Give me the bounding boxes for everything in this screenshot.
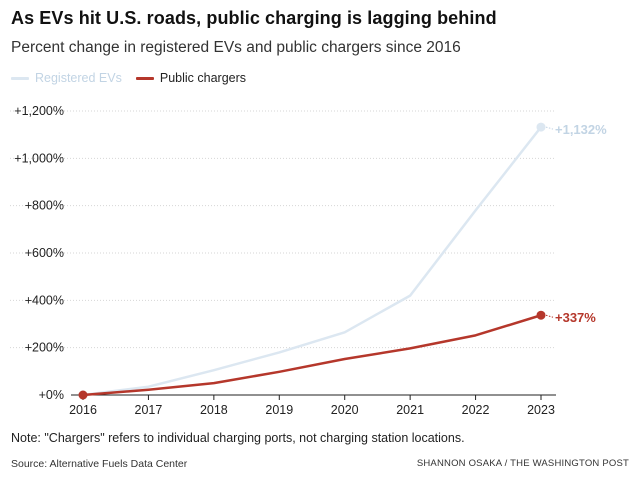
x-tick-label: 2017 xyxy=(135,403,163,417)
chart-title: As EVs hit U.S. roads, public charging i… xyxy=(11,8,497,28)
legend-item-registered-evs: Registered EVs xyxy=(11,71,122,85)
x-tick-label: 2021 xyxy=(396,403,424,417)
y-tick-label: +0% xyxy=(39,388,64,402)
series-end-point-registered-evs xyxy=(536,122,546,132)
line-chart: +0% +200% +400% +600% +800% +1,000% +1,200% 201… xyxy=(10,104,607,417)
x-tick-label: 2022 xyxy=(462,403,490,417)
legend-label-registered-evs: Registered EVs xyxy=(35,71,122,85)
x-tick-label: 2023 xyxy=(527,403,555,417)
legend-label-public-chargers: Public chargers xyxy=(159,71,247,85)
y-tick-label: +1,000% xyxy=(14,151,64,165)
end-label-leader-public-chargers xyxy=(545,314,554,318)
chart-note: Note: "Chargers" refers to individual ch… xyxy=(11,431,465,445)
end-label-public-chargers: +337% xyxy=(555,310,596,325)
legend-item-public-chargers: Public chargers xyxy=(135,71,247,85)
series-start-point-public-chargers xyxy=(78,390,88,400)
x-tick-label: 2018 xyxy=(200,403,228,417)
x-tick-label: 2019 xyxy=(265,403,293,417)
y-tick-label: +600% xyxy=(25,246,64,260)
chart-source: Source: Alternative Fuels Data Center xyxy=(11,458,188,470)
chart-subtitle: Percent change in registered EVs and pub… xyxy=(11,39,461,56)
end-label-registered-evs: +1,132% xyxy=(555,122,607,137)
legend-swatch-registered-evs xyxy=(11,76,29,80)
series-line-public-chargers xyxy=(81,313,543,397)
x-tick-label: 2016 xyxy=(69,403,97,417)
end-label-leader-registered-evs xyxy=(545,126,554,130)
y-tick-label: +800% xyxy=(25,199,64,213)
series-line-registered-evs xyxy=(81,125,543,397)
y-tick-label: +200% xyxy=(25,341,64,355)
legend-swatch-public-chargers xyxy=(135,76,154,80)
series-end-point-public-chargers xyxy=(536,310,546,320)
chart-legend: Registered EVs Public chargers xyxy=(11,71,260,85)
chart-credit: SHANNON OSAKA / THE WASHINGTON POST xyxy=(416,458,629,469)
x-tick-label: 2020 xyxy=(331,403,359,417)
y-tick-label: +400% xyxy=(25,293,64,307)
y-tick-label: +1,200% xyxy=(14,104,64,118)
